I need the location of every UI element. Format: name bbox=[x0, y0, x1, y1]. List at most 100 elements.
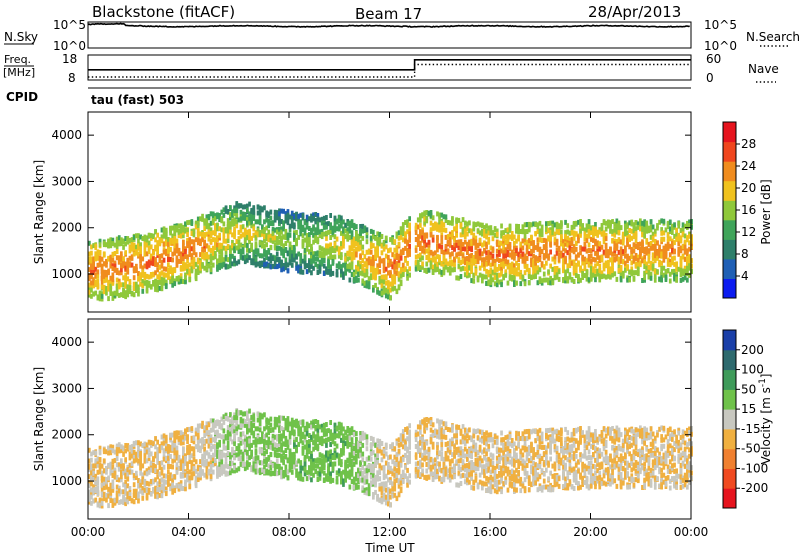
power-cell bbox=[416, 253, 420, 259]
power-cell bbox=[348, 264, 352, 270]
power-cell bbox=[201, 246, 204, 252]
power-cell bbox=[331, 230, 335, 236]
velocity-cell bbox=[214, 445, 217, 450]
power-cell bbox=[263, 251, 266, 257]
power-cell bbox=[192, 259, 196, 265]
power-cell bbox=[322, 271, 326, 276]
power-cell bbox=[196, 232, 200, 238]
power-cell bbox=[378, 233, 382, 238]
power-cell bbox=[643, 259, 646, 265]
velocity-cell bbox=[222, 445, 226, 451]
velocity-cell bbox=[132, 441, 136, 447]
power-cell bbox=[611, 229, 614, 235]
power-cell bbox=[126, 265, 130, 270]
power-cell bbox=[440, 269, 444, 275]
power-cell bbox=[265, 210, 268, 216]
power-cell bbox=[130, 262, 134, 268]
power-cell bbox=[444, 234, 448, 240]
power-cell bbox=[577, 234, 580, 240]
power-cell bbox=[523, 256, 527, 262]
power-cell bbox=[171, 238, 174, 243]
power-cell bbox=[209, 267, 213, 273]
velocity-cell bbox=[201, 469, 204, 475]
power-cell bbox=[111, 291, 115, 297]
power-cell bbox=[384, 274, 388, 280]
power-cell bbox=[555, 274, 559, 280]
power-cell bbox=[681, 243, 685, 249]
power-cell bbox=[566, 235, 570, 241]
power-cell bbox=[252, 226, 256, 232]
power-cell bbox=[457, 217, 461, 223]
power-cell bbox=[466, 244, 469, 250]
velocity-cell bbox=[186, 445, 189, 450]
power-cell bbox=[466, 256, 469, 261]
power-cell bbox=[177, 276, 181, 282]
power-cell bbox=[380, 283, 384, 289]
power-cell bbox=[380, 243, 384, 249]
power-cell bbox=[327, 263, 330, 269]
power-cell bbox=[254, 235, 258, 241]
velocity-cell bbox=[171, 464, 174, 470]
velocity-cell bbox=[111, 448, 115, 454]
power-cell bbox=[662, 265, 666, 271]
velocity-cell bbox=[120, 474, 123, 480]
power-cell bbox=[641, 232, 644, 238]
velocity-cell bbox=[160, 493, 164, 499]
power-cell bbox=[109, 275, 113, 281]
velocity-cell bbox=[117, 442, 121, 448]
power-cell bbox=[649, 227, 653, 233]
power-cell bbox=[241, 215, 245, 221]
power-cell bbox=[344, 263, 347, 269]
power-cell bbox=[340, 244, 343, 250]
velocity-cell bbox=[124, 448, 127, 454]
power-cell bbox=[280, 219, 283, 224]
power-cell bbox=[199, 238, 202, 244]
power-cell bbox=[466, 273, 469, 279]
power-cell bbox=[325, 269, 328, 275]
power-cell bbox=[229, 258, 232, 264]
power-cell bbox=[463, 266, 467, 272]
power-cell bbox=[498, 244, 501, 250]
power-cell bbox=[365, 227, 369, 233]
velocity-cell bbox=[235, 467, 239, 473]
power-cell bbox=[348, 245, 352, 251]
velocity-cell bbox=[182, 440, 185, 446]
power-cell bbox=[384, 253, 388, 259]
power-cell bbox=[359, 254, 362, 260]
power-cell bbox=[288, 223, 292, 229]
velocity-cell bbox=[175, 450, 179, 456]
power-cell bbox=[171, 225, 174, 231]
power-cell bbox=[457, 251, 461, 257]
velocity-cell bbox=[196, 447, 200, 453]
power-cell bbox=[664, 274, 668, 280]
power-cell bbox=[357, 242, 360, 248]
power-cell bbox=[673, 233, 676, 239]
power-cell bbox=[246, 230, 249, 235]
power-cell bbox=[461, 253, 465, 259]
power-cell bbox=[621, 259, 625, 264]
power-cell bbox=[660, 265, 663, 271]
power-cell bbox=[604, 226, 608, 232]
velocity-cell bbox=[224, 445, 228, 451]
power-cell bbox=[261, 206, 264, 212]
velocity-cell bbox=[231, 419, 234, 425]
power-cell bbox=[205, 224, 209, 230]
power-cell bbox=[235, 239, 239, 244]
power-cell bbox=[182, 279, 185, 284]
power-cell bbox=[540, 237, 544, 243]
power-cell bbox=[102, 273, 106, 279]
power-cell bbox=[282, 208, 285, 214]
power-cell bbox=[639, 218, 642, 224]
power-cell bbox=[641, 258, 644, 264]
power-cell bbox=[598, 273, 602, 279]
power-cell bbox=[209, 220, 213, 226]
power-cell bbox=[564, 230, 567, 236]
power-cell bbox=[141, 269, 145, 275]
power-cell bbox=[523, 281, 527, 287]
velocity-cell bbox=[171, 440, 174, 446]
power-cell bbox=[442, 267, 446, 273]
power-cell bbox=[468, 241, 471, 247]
power-cell bbox=[491, 236, 495, 242]
power-cell bbox=[243, 259, 247, 265]
